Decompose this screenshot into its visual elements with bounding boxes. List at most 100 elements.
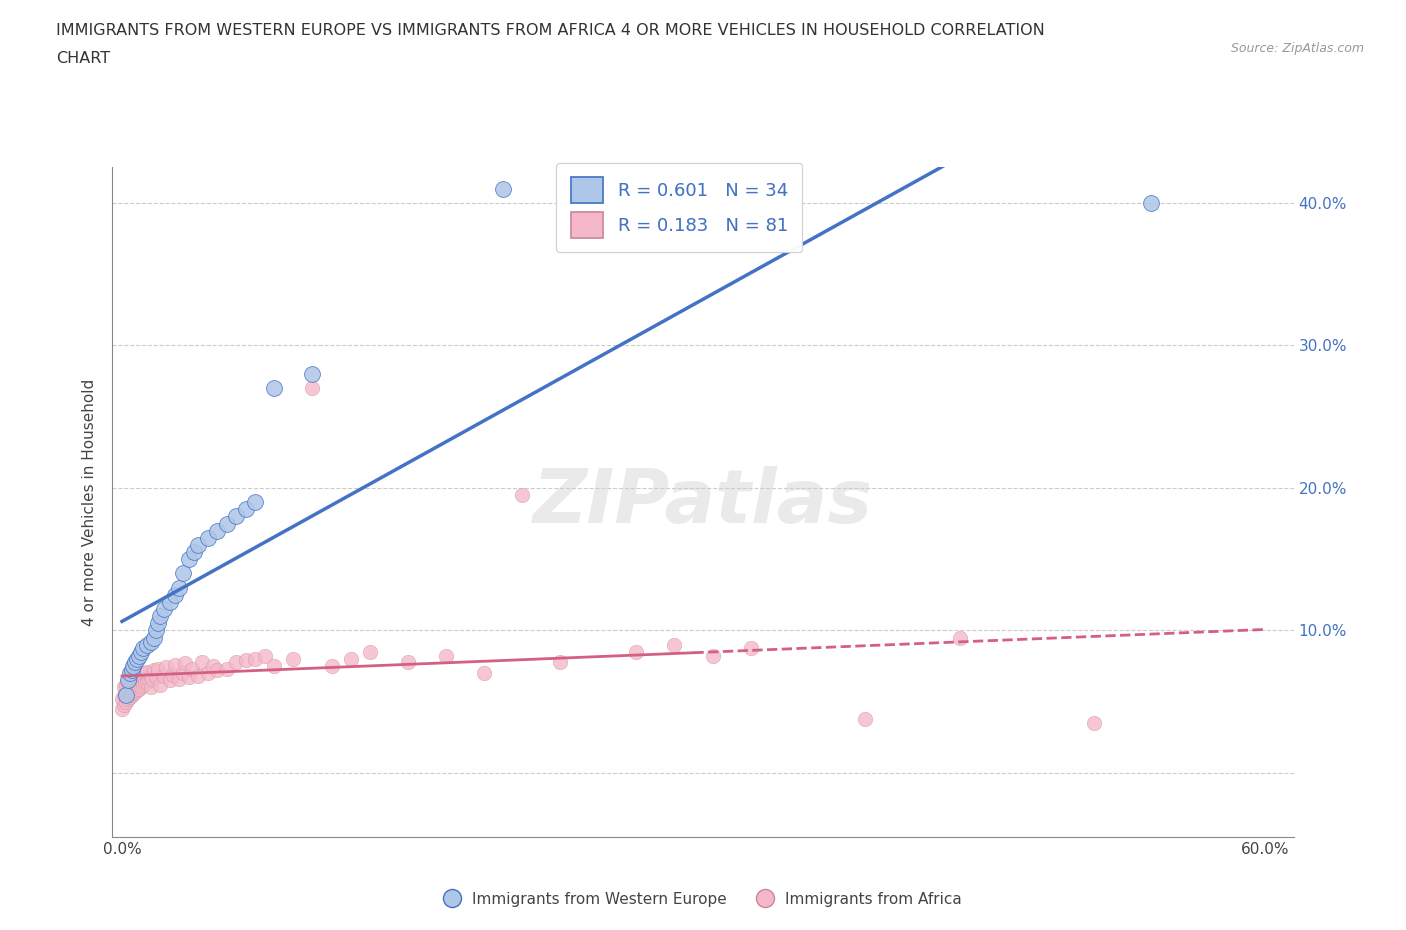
Point	[118, 666, 141, 681]
Point	[132, 677, 155, 692]
Point	[172, 566, 194, 581]
Point	[129, 644, 152, 659]
Point	[138, 672, 160, 687]
Point	[121, 679, 143, 694]
Point	[121, 663, 143, 678]
Point	[167, 580, 190, 595]
Point	[321, 658, 343, 673]
Point	[183, 545, 205, 560]
Text: Source: ZipAtlas.com: Source: ZipAtlas.com	[1230, 42, 1364, 55]
Point	[702, 648, 724, 663]
Point	[149, 677, 172, 692]
Point	[145, 670, 167, 684]
Point	[122, 676, 145, 691]
Point	[127, 683, 149, 698]
Point	[1139, 195, 1161, 210]
Point	[949, 631, 972, 645]
Point	[128, 648, 150, 663]
Point	[197, 666, 219, 681]
Point	[740, 640, 762, 655]
Point	[245, 495, 267, 510]
Point	[155, 660, 177, 675]
Point	[143, 663, 166, 678]
Point	[626, 644, 648, 659]
Point	[225, 655, 247, 670]
Point	[263, 658, 285, 673]
Point	[114, 684, 136, 699]
Point	[134, 676, 156, 691]
Point	[510, 487, 533, 502]
Point	[148, 661, 170, 676]
Point	[112, 698, 135, 712]
Point	[187, 538, 209, 552]
Point	[134, 666, 156, 681]
Point	[283, 652, 305, 667]
Point	[139, 669, 162, 684]
Point	[111, 691, 134, 706]
Point	[664, 637, 686, 652]
Point	[853, 711, 876, 726]
Y-axis label: 4 or more Vehicles in Household: 4 or more Vehicles in Household	[82, 379, 97, 626]
Point	[472, 666, 495, 681]
Point	[132, 667, 155, 682]
Point	[145, 623, 167, 638]
Point	[139, 634, 162, 649]
Point	[135, 637, 157, 652]
Point	[129, 670, 152, 684]
Point	[253, 648, 276, 663]
Point	[235, 502, 257, 517]
Point	[122, 658, 145, 673]
Point	[235, 653, 257, 668]
Point	[124, 663, 146, 678]
Point	[143, 631, 166, 645]
Point	[124, 684, 146, 699]
Point	[173, 656, 195, 671]
Point	[117, 691, 139, 706]
Legend: R = 0.601   N = 34, R = 0.183   N = 81: R = 0.601 N = 34, R = 0.183 N = 81	[557, 163, 803, 252]
Point	[117, 672, 139, 687]
Point	[187, 669, 209, 684]
Point	[167, 671, 190, 686]
Point	[117, 672, 139, 687]
Point	[339, 652, 361, 667]
Point	[177, 551, 200, 566]
Point	[128, 671, 150, 686]
Point	[207, 524, 229, 538]
Point	[135, 664, 157, 679]
Point	[117, 683, 139, 698]
Point	[127, 652, 149, 667]
Point	[112, 687, 135, 702]
Point	[124, 674, 146, 689]
Point	[263, 380, 285, 395]
Point	[197, 530, 219, 545]
Point	[153, 602, 176, 617]
Point	[492, 181, 515, 196]
Point	[225, 509, 247, 524]
Point	[202, 658, 225, 673]
Point	[165, 658, 187, 672]
Point	[172, 666, 194, 681]
Point	[118, 690, 141, 705]
Point	[121, 669, 143, 684]
Point	[149, 609, 172, 624]
Point	[128, 682, 150, 697]
Point	[111, 701, 134, 716]
Point	[1083, 715, 1105, 730]
Point	[139, 680, 162, 695]
Point	[114, 677, 136, 692]
Text: ZIPatlas: ZIPatlas	[533, 466, 873, 538]
Point	[159, 672, 181, 687]
Point	[141, 671, 163, 686]
Point	[396, 655, 419, 670]
Point	[122, 685, 145, 700]
Point	[162, 667, 184, 682]
Point	[165, 588, 187, 603]
Point	[114, 687, 136, 702]
Point	[434, 648, 457, 663]
Text: CHART: CHART	[56, 51, 110, 66]
Point	[129, 680, 152, 695]
Point	[159, 594, 181, 609]
Point	[301, 366, 323, 381]
Point	[177, 670, 200, 684]
Text: IMMIGRANTS FROM WESTERN EUROPE VS IMMIGRANTS FROM AFRICA 4 OR MORE VEHICLES IN H: IMMIGRANTS FROM WESTERN EUROPE VS IMMIGR…	[56, 23, 1045, 38]
